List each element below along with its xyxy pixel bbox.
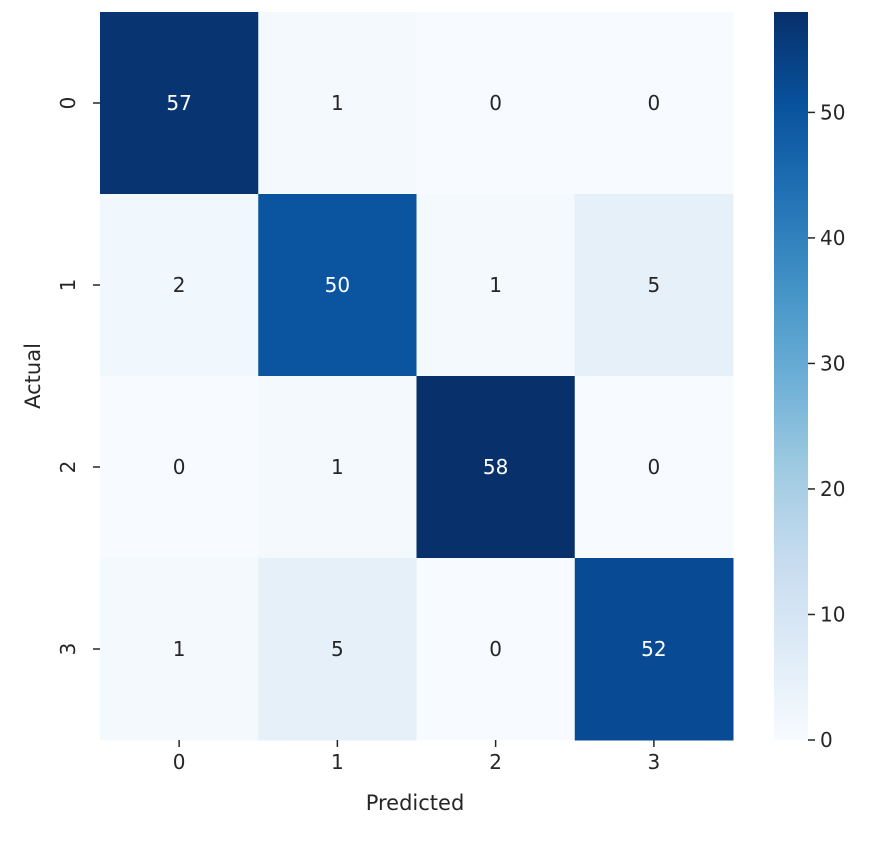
colorbar: [774, 12, 808, 740]
heatmap-cell: [416, 194, 576, 377]
cell-value-label: 50: [325, 273, 350, 297]
y-tick-label: 3: [56, 643, 80, 656]
cell-value-label: 0: [648, 91, 661, 115]
colorbar-tick-label: 30: [820, 351, 845, 375]
cell-value-label: 1: [331, 91, 344, 115]
colorbar-tick-label: 0: [820, 728, 833, 752]
x-axis: 0 1 2 3: [173, 740, 660, 774]
x-axis-label: Predicted: [366, 791, 465, 815]
cell-value-label: 0: [489, 637, 502, 661]
colorbar-tick-label: 50: [820, 100, 845, 124]
heatmap-cell: [258, 12, 417, 195]
heatmap-cell: [416, 558, 576, 741]
heatmap-grid: 57 1 0 02 50 1 50 1 58 01 5 0 52: [100, 12, 734, 741]
x-tick-label: 1: [331, 750, 344, 774]
cell-value-label: 5: [648, 273, 661, 297]
cell-value-label: 1: [331, 455, 344, 479]
x-tick-label: 3: [648, 750, 661, 774]
heatmap-cell: [258, 558, 417, 741]
cell-value-label: 0: [489, 91, 502, 115]
cell-value-label: 5: [331, 637, 344, 661]
heatmap-cell: [416, 12, 576, 195]
colorbar-tick-label: 20: [820, 477, 845, 501]
heatmap-cell: [574, 558, 734, 741]
y-tick-label: 2: [56, 461, 80, 474]
x-tick-label: 0: [173, 750, 186, 774]
cell-value-label: 1: [489, 273, 502, 297]
colorbar-tick-label: 40: [820, 226, 845, 250]
heatmap-cell: [100, 194, 259, 377]
cell-value-label: 58: [483, 455, 508, 479]
y-axis-label: Actual: [21, 343, 45, 409]
heatmap-cell: [574, 12, 734, 195]
colorbar-axis: 0 10 20 30 40 50: [808, 100, 845, 752]
cell-value-label: 52: [641, 637, 666, 661]
heatmap-cell: [258, 376, 417, 559]
y-tick-label: 1: [56, 279, 80, 292]
cell-value-label: 57: [166, 91, 191, 115]
x-tick-label: 2: [489, 750, 502, 774]
cell-value-label: 0: [648, 455, 661, 479]
heatmap-cell: [100, 12, 259, 195]
cell-value-label: 2: [173, 273, 186, 297]
colorbar-tick-label: 10: [820, 602, 845, 626]
cell-value-label: 1: [173, 637, 186, 661]
y-tick-label: 0: [56, 97, 80, 110]
heatmap-cell: [100, 558, 259, 741]
heatmap-cell: [258, 194, 417, 377]
heatmap-cell: [574, 194, 734, 377]
heatmap-cell: [416, 376, 576, 559]
heatmap-cell: [100, 376, 259, 559]
y-axis: 0 1 2 3: [56, 97, 100, 656]
heatmap-cell: [574, 376, 734, 559]
cell-value-label: 0: [173, 455, 186, 479]
